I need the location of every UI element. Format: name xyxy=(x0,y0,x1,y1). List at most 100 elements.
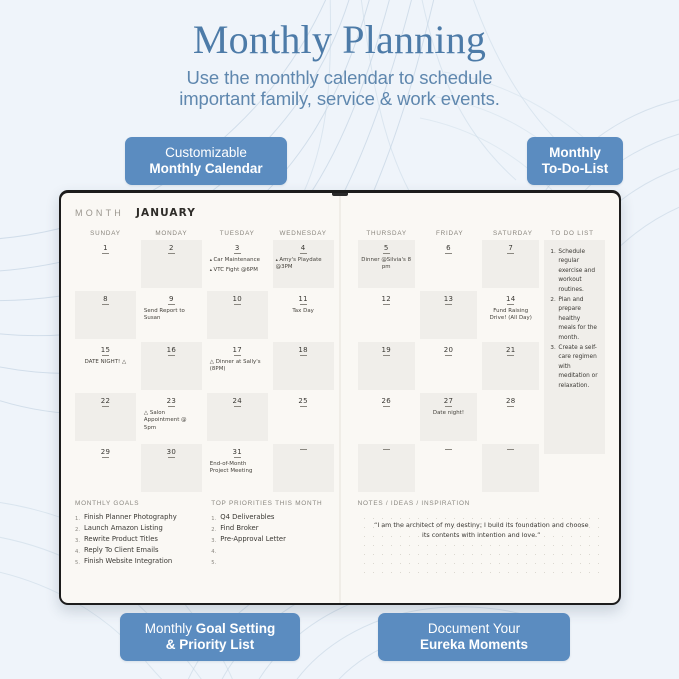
calendar-day-cell[interactable]: 22 xyxy=(75,393,136,441)
day-number-underline xyxy=(233,457,241,458)
monthly-goal-item[interactable]: Reply To Client Emails xyxy=(75,546,159,558)
day-number-underline xyxy=(382,253,390,254)
monthly-goal-item[interactable]: Finish Planner Photography xyxy=(75,513,177,525)
dow-friday: FRIDAY xyxy=(436,230,464,237)
notebook-binding-icon xyxy=(332,193,348,196)
calendar-day-cell[interactable] xyxy=(482,444,540,492)
calendar-day-cell[interactable]: 16 xyxy=(140,342,202,390)
calendar-day-cell[interactable]: 1 xyxy=(75,240,136,288)
day-number-underline xyxy=(299,406,307,407)
calendar-day-cell[interactable]: 5 Dinner @Silvia's 8 pm xyxy=(357,240,415,288)
calendar-event-text: End-of-Month Project Meeting xyxy=(209,461,253,475)
calendar-cells-left: 1 2 3 ▴ Car Maintenance ▴ VTC Fight @6PM 4 ▴ A… xyxy=(75,240,334,492)
calendar-day-cell[interactable]: 17 △ Dinner at Sally's (8PM) xyxy=(207,342,268,390)
calendar-day-number: 9 xyxy=(167,295,175,305)
calendar-day-number xyxy=(361,449,412,450)
todo-list-item[interactable]: Schedule regular exercise and workout ro… xyxy=(550,248,596,293)
calendar-day-cell[interactable]: 19 xyxy=(357,342,415,390)
badge-bl-line1-bold: Goal Setting xyxy=(195,621,276,636)
badge-monthly-todo-list: Monthly To-Do-List xyxy=(527,137,623,185)
day-number-underline xyxy=(507,406,515,407)
day-number-underline xyxy=(507,355,515,356)
calendar-day-number: 30 xyxy=(166,448,177,458)
calendar-day-cell[interactable]: 3 ▴ Car Maintenance ▴ VTC Fight @6PM xyxy=(207,240,268,288)
day-number-underline xyxy=(233,406,241,407)
calendar-day-number: 12 xyxy=(381,295,391,305)
calendar-day-cell[interactable]: 31 End-of-Month Project Meeting xyxy=(207,444,268,492)
top-priority-item[interactable]: Find Broker xyxy=(211,524,259,536)
calendar-day-cell[interactable]: 2 xyxy=(140,240,202,288)
calendar-day-cell[interactable]: 27 Date night! xyxy=(419,393,478,441)
calendar-day-cell[interactable]: 20 xyxy=(420,342,477,390)
calendar-day-cell[interactable]: 24 xyxy=(206,393,268,441)
calendar-day-cell[interactable]: 21 xyxy=(482,342,540,390)
monthly-goal-item[interactable]: Launch Amazon Listing xyxy=(75,524,163,536)
calendar-day-number: 8 xyxy=(101,295,109,305)
dow-tuesday: TUESDAY xyxy=(219,230,255,237)
calendar-day-cell[interactable] xyxy=(272,444,334,492)
top-priority-item[interactable] xyxy=(211,556,333,569)
calendar-day-cell[interactable]: 29 xyxy=(75,444,136,492)
inspiration-quote: “I am the architect of my destiny; I bui… xyxy=(374,521,589,539)
calendar-day-cell[interactable]: 25 xyxy=(273,393,334,441)
dow-saturday: SATURDAY xyxy=(492,230,533,237)
todo-list-panel[interactable]: Schedule regular exercise and workout ro… xyxy=(544,240,605,454)
calendar-day-cell[interactable]: 26 xyxy=(358,393,415,441)
calendar-day-cell[interactable]: 14 Fund Raising Drive! (All Day) xyxy=(482,291,539,339)
dow-monday: MONDAY xyxy=(155,230,188,237)
badge-br-line1: Document Your xyxy=(427,621,521,636)
calendar-event-text: DATE NIGHT! △ xyxy=(84,359,127,365)
notebook-page-right: THURSDAY FRIDAY SATURDAY TO DO LIST 5 Din… xyxy=(346,193,619,603)
calendar-day-cell[interactable]: 18 xyxy=(272,342,334,390)
monthly-goal-item[interactable]: Finish Website Integration xyxy=(75,557,173,569)
calendar-day-number: 4 xyxy=(299,244,307,254)
todo-items-list: Schedule regular exercise and workout ro… xyxy=(550,248,599,391)
calendar-day-cell[interactable]: 9 Send Report to Susan xyxy=(141,291,202,339)
notebook-pages: MONTH JANUARY SUNDAY MONDAY TUESDAY WEDN… xyxy=(61,193,619,603)
calendar-day-cell[interactable]: 13 xyxy=(419,291,478,339)
calendar-day-cell[interactable]: 6 xyxy=(420,240,477,288)
badge-tl-line2: Monthly Calendar xyxy=(149,161,263,176)
bottom-lists-left: MONTHLY GOALS Finish Planner Photography… xyxy=(75,500,334,569)
dow-wednesday: WEDNESDAY xyxy=(279,230,327,237)
top-priority-item[interactable]: Pre-Approval Letter xyxy=(211,535,286,547)
calendar-day-cell[interactable]: 28 xyxy=(482,393,539,441)
calendar-day-cell[interactable]: 11 Tax Day xyxy=(273,291,334,339)
badge-tr-line2: To-Do-List xyxy=(541,161,609,176)
badge-monthly-goal-setting: Monthly Goal Setting & Priority List xyxy=(120,613,300,661)
calendar-day-cell[interactable]: 23 △ Salon Appointment @ 5pm xyxy=(141,393,202,441)
calendar-day-cell[interactable]: 12 xyxy=(358,291,415,339)
calendar-day-cell[interactable] xyxy=(420,444,477,492)
calendar-day-number: 26 xyxy=(381,397,391,407)
calendar-day-number: 6 xyxy=(444,244,452,254)
calendar-day-cell[interactable] xyxy=(357,444,415,492)
month-header-row: MONTH JANUARY xyxy=(75,207,334,220)
badge-tr-line1: Monthly xyxy=(549,145,601,160)
calendar-day-cell[interactable]: 7 xyxy=(482,240,540,288)
dow-thursday: THURSDAY xyxy=(366,230,407,237)
month-value[interactable]: JANUARY xyxy=(136,207,196,219)
day-number-underline xyxy=(444,355,452,356)
badge-bl-line2: & Priority List xyxy=(165,637,255,652)
calendar-day-cell[interactable]: 10 xyxy=(206,291,268,339)
monthly-goal-item[interactable]: Rewrite Product Titles xyxy=(75,535,158,547)
top-priority-item[interactable] xyxy=(211,545,333,558)
notes-writing-area[interactable]: “I am the architect of my destiny; I bui… xyxy=(357,512,605,574)
top-priority-item[interactable]: Q4 Deliverables xyxy=(211,513,275,525)
todo-list-item[interactable]: Plan and prepare healthy meals for the m… xyxy=(550,296,597,341)
calendar-day-number: 24 xyxy=(232,397,242,407)
day-number-underline xyxy=(167,304,175,305)
calendar-event-text: ▴ Car Maintenance xyxy=(209,257,260,263)
calendar-day-cell[interactable]: 15 DATE NIGHT! △ xyxy=(75,342,136,390)
calendar-day-number: 1 xyxy=(101,244,109,254)
todo-list-item[interactable]: Create a self-care regimen with meditati… xyxy=(550,344,598,389)
calendar-day-number: 22 xyxy=(100,397,111,407)
day-number-underline xyxy=(382,449,390,450)
triangle-bullet-icon: ▴ xyxy=(275,258,280,263)
calendar-day-cell[interactable]: 30 xyxy=(140,444,202,492)
top-priorities-list: Q4 Deliverables Find Broker Pre-Approval L… xyxy=(211,512,333,569)
calendar-day-cell[interactable]: 4 ▴ Amy's Playdate @3PM xyxy=(272,240,334,288)
day-number-underline xyxy=(382,304,390,305)
calendar-day-cell[interactable]: 8 xyxy=(75,291,136,339)
